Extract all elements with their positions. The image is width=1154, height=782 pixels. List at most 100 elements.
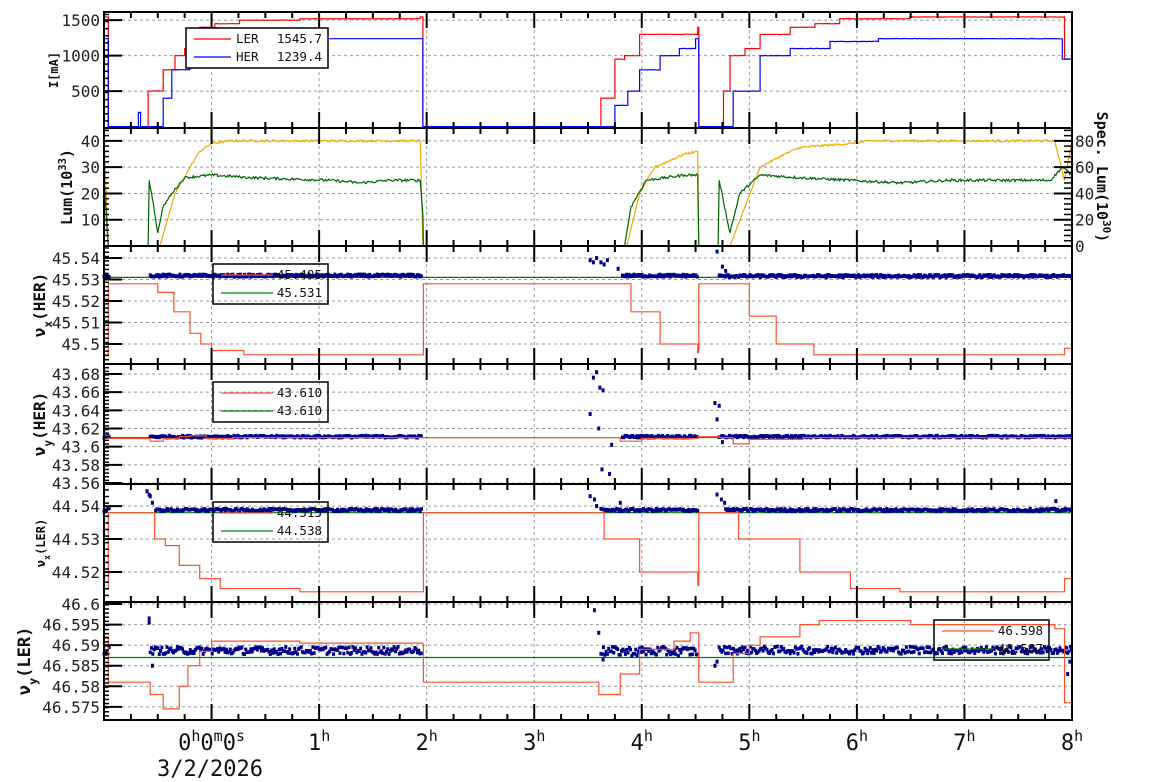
data-point bbox=[782, 646, 786, 651]
data-point bbox=[738, 646, 742, 651]
x-tick-label: 2h bbox=[416, 727, 438, 756]
label-text: (HER) bbox=[30, 392, 49, 440]
y-tick-label: 44.52 bbox=[52, 563, 100, 582]
data-point bbox=[366, 275, 370, 279]
data-point bbox=[616, 647, 620, 651]
data-point bbox=[267, 506, 271, 511]
data-point bbox=[724, 507, 728, 511]
data-point bbox=[344, 646, 348, 651]
data-point bbox=[228, 647, 232, 652]
data-point bbox=[595, 370, 599, 375]
data-point bbox=[311, 645, 315, 649]
data-point bbox=[851, 651, 855, 656]
data-point bbox=[810, 651, 814, 656]
data-point bbox=[231, 650, 235, 655]
right-tick-label: 40 bbox=[1075, 184, 1094, 203]
data-point bbox=[715, 492, 719, 497]
data-point bbox=[203, 507, 207, 511]
data-point bbox=[365, 645, 369, 649]
label-text: I[mA] bbox=[47, 52, 61, 88]
data-point bbox=[346, 650, 350, 655]
data-point bbox=[609, 649, 613, 654]
data-point bbox=[805, 651, 809, 655]
data-point bbox=[983, 506, 987, 511]
data-point bbox=[605, 258, 609, 263]
data-point bbox=[223, 509, 227, 513]
data-point bbox=[157, 652, 161, 656]
data-point bbox=[649, 651, 653, 656]
data-point bbox=[720, 440, 724, 445]
data-point bbox=[739, 649, 743, 654]
data-point bbox=[983, 647, 987, 652]
data-point bbox=[602, 262, 606, 267]
data-point bbox=[778, 509, 782, 513]
right-tick-label: 0 bbox=[1075, 237, 1085, 256]
data-point bbox=[302, 507, 306, 511]
data-point bbox=[935, 651, 939, 656]
data-point bbox=[374, 509, 378, 513]
data-point bbox=[1015, 273, 1019, 277]
data-point bbox=[894, 507, 898, 511]
data-point bbox=[674, 652, 678, 656]
data-point bbox=[964, 645, 968, 650]
data-point bbox=[412, 649, 416, 653]
y-axis-label: νx(HER) bbox=[30, 273, 55, 338]
data-point bbox=[1055, 651, 1059, 655]
data-point bbox=[726, 651, 730, 656]
data-point bbox=[164, 651, 168, 655]
data-point bbox=[261, 646, 265, 650]
data-point bbox=[201, 652, 205, 656]
data-point bbox=[749, 650, 753, 655]
data-point bbox=[209, 648, 213, 652]
data-point bbox=[1044, 646, 1048, 651]
data-point bbox=[720, 264, 724, 269]
series-line-tune bbox=[104, 612, 1073, 710]
data-point bbox=[418, 509, 422, 514]
data-point bbox=[717, 645, 721, 650]
data-point bbox=[824, 647, 828, 651]
data-point bbox=[245, 274, 249, 279]
data-point bbox=[941, 651, 945, 655]
data-point bbox=[645, 509, 649, 513]
data-point bbox=[588, 258, 592, 263]
data-point bbox=[377, 645, 381, 650]
data-point bbox=[774, 509, 778, 513]
data-point bbox=[392, 645, 396, 649]
data-point bbox=[877, 646, 881, 650]
data-point bbox=[613, 508, 617, 513]
data-point bbox=[387, 509, 391, 513]
data-point bbox=[926, 650, 930, 655]
data-point bbox=[982, 650, 986, 654]
data-point bbox=[875, 648, 879, 653]
data-point bbox=[753, 648, 757, 653]
data-point bbox=[723, 500, 727, 505]
data-point bbox=[588, 494, 592, 499]
data-point bbox=[811, 507, 815, 511]
data-point bbox=[713, 663, 717, 668]
data-point bbox=[328, 649, 332, 654]
data-point bbox=[355, 650, 359, 655]
data-point bbox=[910, 650, 914, 655]
data-point bbox=[903, 651, 907, 655]
label-text: ν bbox=[15, 685, 35, 695]
data-point bbox=[765, 507, 769, 511]
data-point bbox=[689, 646, 693, 651]
data-point bbox=[224, 647, 228, 652]
data-point bbox=[867, 648, 871, 653]
data-point bbox=[1026, 651, 1030, 656]
data-point bbox=[147, 620, 151, 625]
data-point bbox=[271, 274, 275, 279]
y-tick-label: 1000 bbox=[61, 47, 100, 66]
data-point bbox=[255, 647, 259, 652]
data-point bbox=[188, 648, 192, 652]
data-point bbox=[282, 649, 286, 653]
data-point bbox=[258, 507, 262, 512]
legend-value: 44.515 bbox=[277, 505, 322, 520]
y-tick-label: 46.595 bbox=[42, 616, 100, 635]
data-point bbox=[1049, 647, 1053, 652]
data-point bbox=[399, 275, 403, 279]
data-point bbox=[970, 507, 974, 511]
data-point bbox=[293, 646, 297, 651]
data-point bbox=[870, 273, 874, 277]
data-point bbox=[598, 385, 602, 390]
